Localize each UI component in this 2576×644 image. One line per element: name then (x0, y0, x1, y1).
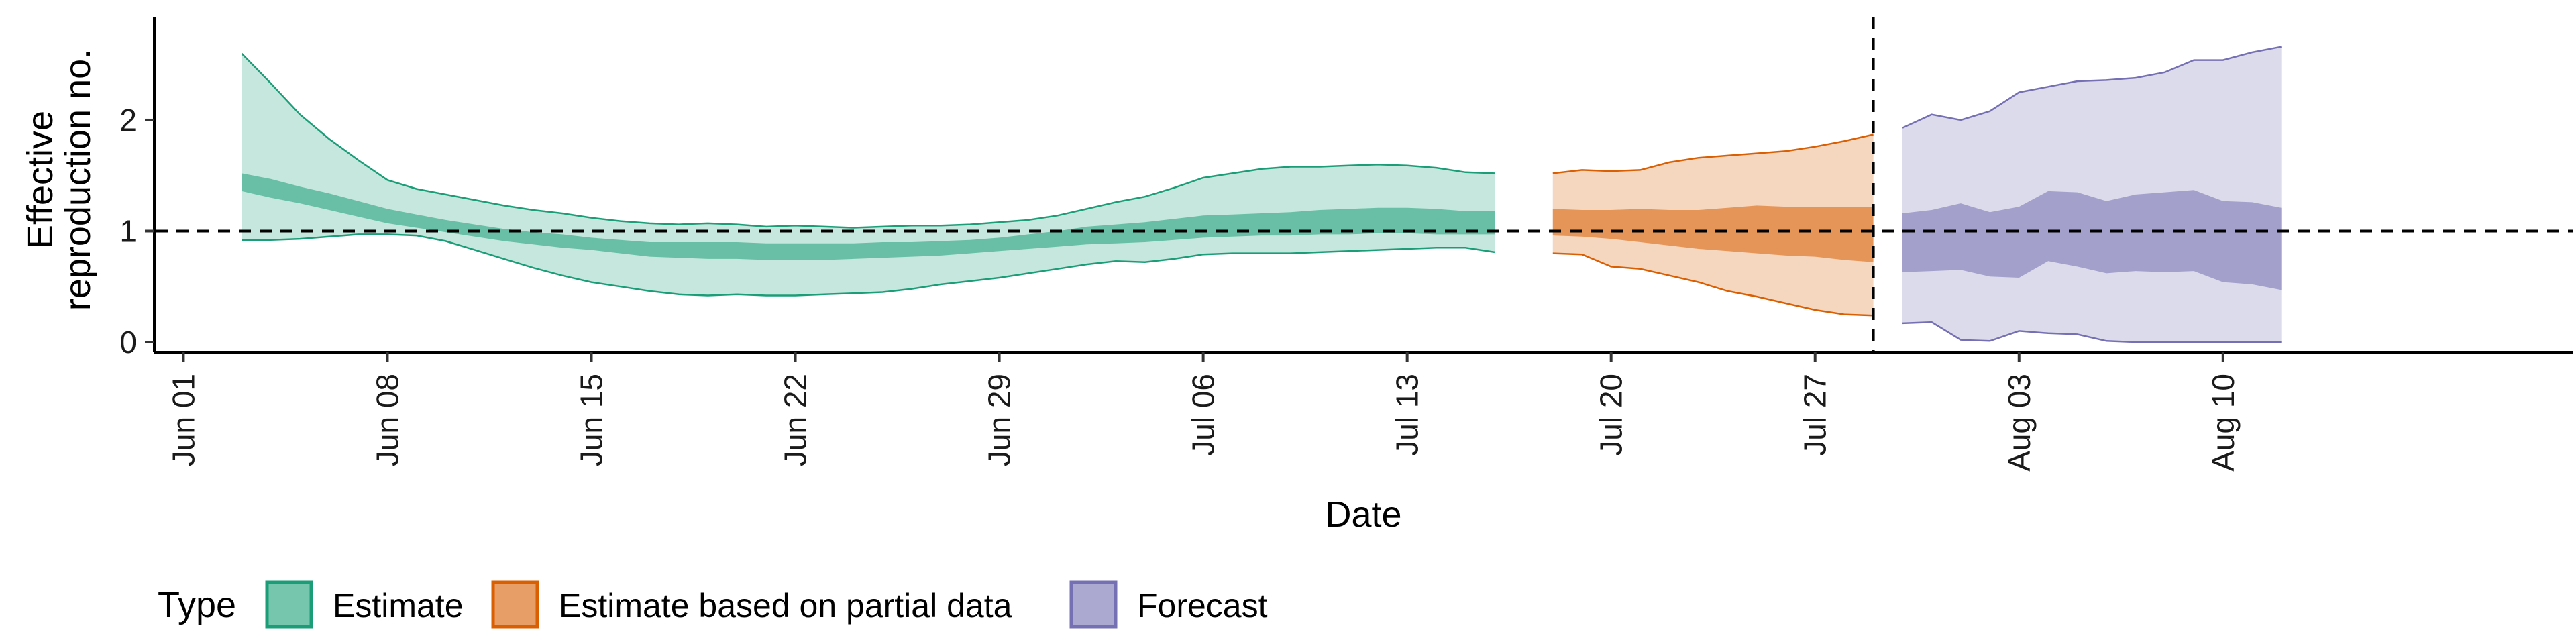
legend-key-2 (1069, 580, 1118, 629)
legend-title: Type (158, 585, 236, 625)
band-50-series-1 (1552, 205, 1874, 262)
x-tick-label: Jun 22 (778, 374, 813, 466)
band-90-lower-edge-series-1 (1552, 252, 1874, 317)
y-tick-label: 2 (119, 103, 137, 138)
legend-label-2: Forecast (1137, 587, 1268, 625)
y-axis-title-line: Effective (20, 111, 60, 249)
x-tick-label: Jul 20 (1594, 374, 1629, 456)
band-50-series-0 (241, 173, 1495, 260)
y-axis-title: Effectivereproduction no. (20, 49, 98, 311)
legend: Type Estimate Estimate based on partial da… (158, 580, 1268, 629)
band-50-series-2 (1902, 190, 2282, 290)
x-tick-label: Jul 06 (1186, 374, 1221, 456)
series-2 (1902, 46, 2282, 343)
band-90-upper-edge-series-2 (1902, 46, 2282, 129)
x-tick-label: Aug 03 (2002, 374, 2037, 472)
band-90-upper-edge-series-1 (1552, 133, 1874, 174)
series-1 (1552, 133, 1874, 317)
y-tick-label: 0 (119, 325, 137, 360)
x-tick-label: Aug 10 (2206, 374, 2241, 472)
x-axis-title: Date (1325, 494, 1401, 535)
bands-layer (241, 46, 2282, 343)
y-axis-title-line: reproduction no. (58, 49, 98, 311)
legend-key-0 (265, 580, 313, 629)
series-0 (241, 52, 1495, 297)
x-tick-label: Jun 01 (166, 374, 201, 466)
x-tick-label: Jul 13 (1390, 374, 1425, 456)
band-90-upper-edge-series-0 (241, 52, 1495, 229)
band-90-lower-edge-series-2 (1902, 321, 2282, 343)
band-90-series-2 (1902, 46, 2282, 342)
x-tick-label: Jun 08 (370, 374, 405, 466)
legend-label-1: Estimate based on partial data (559, 587, 1012, 625)
y-tick-label: 1 (119, 213, 137, 248)
x-tick-label: Jun 15 (574, 374, 609, 466)
legend-label-0: Estimate (333, 587, 464, 625)
band-90-lower-edge-series-0 (241, 233, 1495, 297)
axes-layer: 0 1 2 Jun 01 Jun 08 Jun 15 Jun 22 Jun 29 Jul 06 J… (20, 17, 2573, 535)
x-tick-label: Jul 27 (1798, 374, 1833, 456)
reference-lines (156, 17, 2573, 352)
legend-key-1 (491, 580, 539, 629)
x-tick-label: Jun 29 (982, 374, 1017, 466)
band-90-series-0 (241, 53, 1495, 296)
